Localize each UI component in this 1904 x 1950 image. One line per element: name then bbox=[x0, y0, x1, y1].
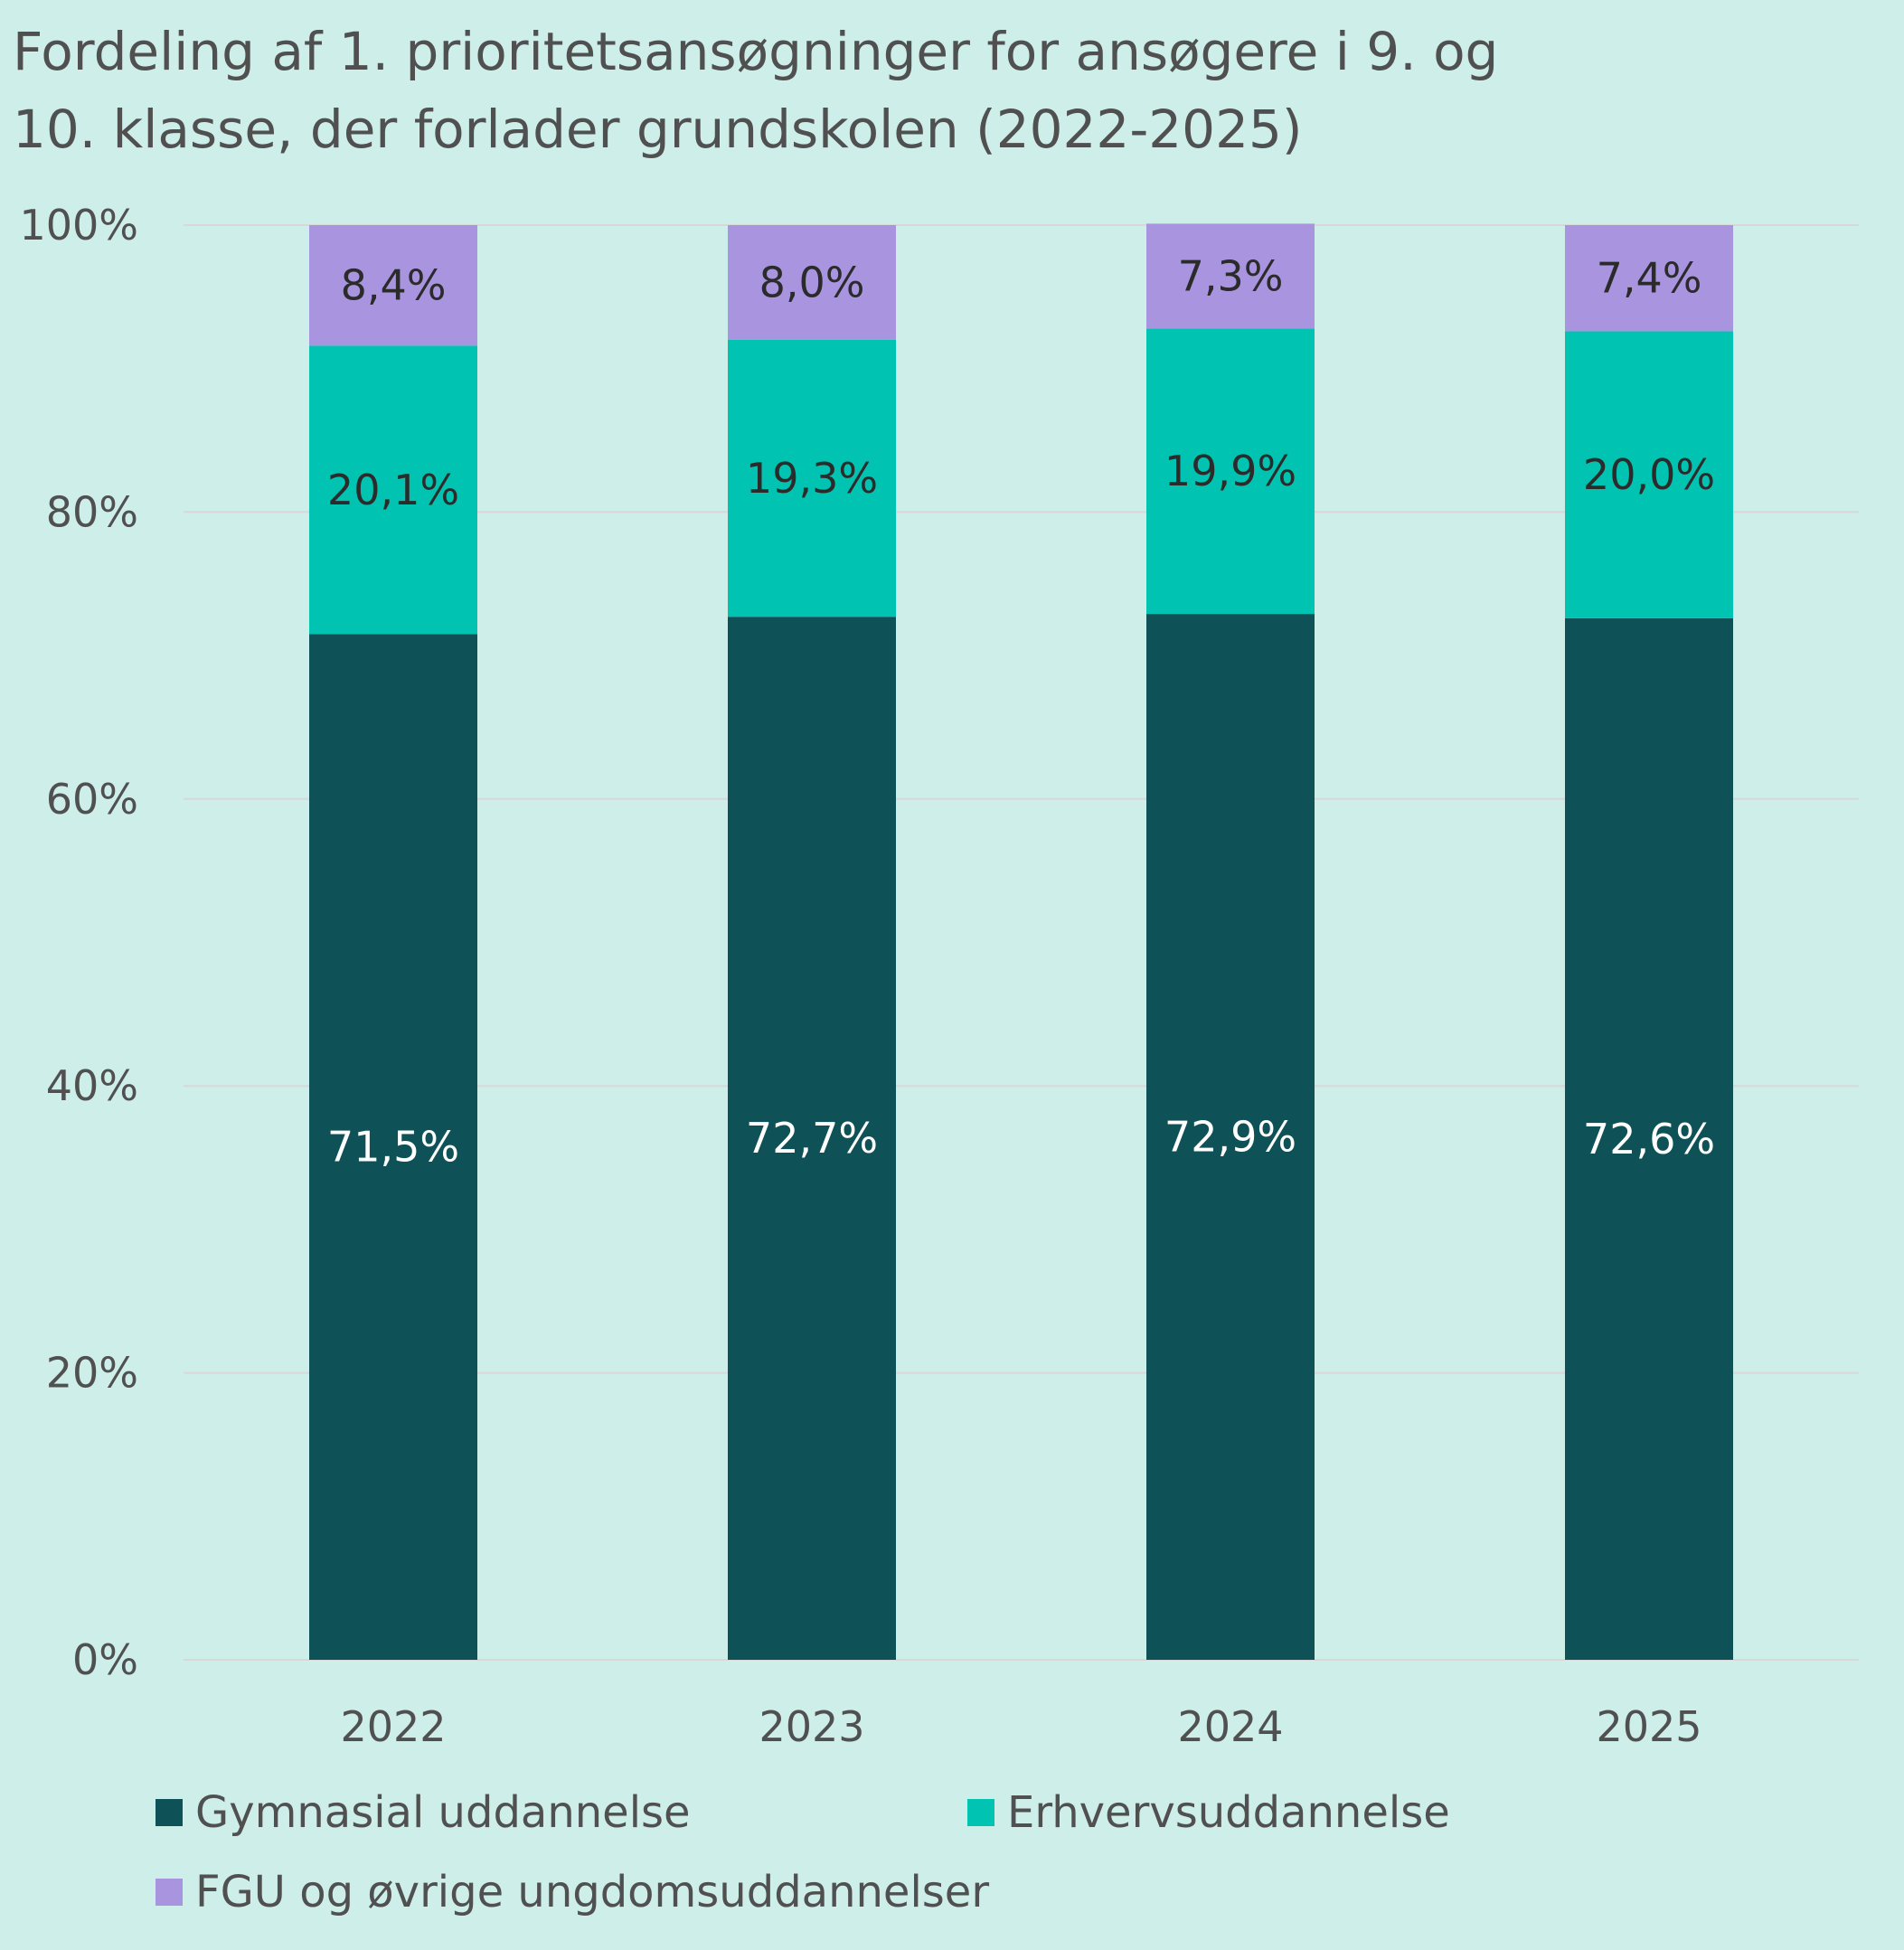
legend-item-erhverv: Erhvervsuddannelse bbox=[967, 1787, 1450, 1838]
legend-swatch-gymnasial bbox=[156, 1799, 183, 1826]
data-label-2022-fgu: 8,4% bbox=[341, 261, 447, 310]
x-tick-label-2024: 2024 bbox=[1177, 1702, 1283, 1751]
y-tick-label-80pct: 80% bbox=[46, 487, 138, 536]
data-label-2023-fgu: 8,0% bbox=[759, 258, 865, 306]
bar-2025-gymnasial bbox=[1565, 617, 1733, 1660]
legend-item-gymnasial: Gymnasial uddannelse bbox=[156, 1787, 691, 1838]
legend-label-erhverv: Erhvervsuddannelse bbox=[1007, 1787, 1450, 1838]
data-label-2025-erhvervsuddannelse: 20,0% bbox=[1583, 450, 1715, 499]
data-label-2023-erhvervsuddannelse: 19,3% bbox=[746, 454, 878, 503]
chart-title-line-1: Fordeling af 1. prioritetsansøgninger fo… bbox=[13, 21, 1499, 82]
legend-swatch-erhverv bbox=[967, 1799, 994, 1826]
chart-title: Fordeling af 1. prioritetsansøgninger fo… bbox=[13, 13, 1730, 168]
legend-swatch-fgu bbox=[156, 1879, 183, 1906]
data-label-2024-erhvervsuddannelse: 19,9% bbox=[1164, 447, 1296, 495]
bar-2024-erhvervsuddannelse bbox=[1146, 328, 1315, 615]
data-label-2025-fgu: 7,4% bbox=[1597, 254, 1702, 303]
data-label-2022-erhvervsuddannelse: 20,1% bbox=[327, 466, 459, 514]
y-tick-label-20pct: 20% bbox=[46, 1349, 138, 1398]
bar-2023-fgu bbox=[728, 225, 896, 340]
bar-2023-erhvervsuddannelse bbox=[728, 339, 896, 617]
data-label-2024-fgu: 7,3% bbox=[1178, 251, 1284, 300]
y-tick-label-40pct: 40% bbox=[46, 1061, 138, 1110]
bar-2022-erhvervsuddannelse bbox=[309, 345, 477, 635]
bar-2022-fgu bbox=[309, 225, 477, 346]
bar-2024-gymnasial bbox=[1146, 614, 1315, 1660]
bars: 71,5% 20,1% 8,4% 72,7% 19,3% 8,0% 72,9% 19,9% 7,… bbox=[309, 223, 1733, 1661]
chart-title-line-2: 10. klasse, der forlader grundskolen (20… bbox=[13, 99, 1303, 160]
data-label-2025-gymnasial: 72,6% bbox=[1583, 1115, 1715, 1163]
legend-item-fgu: FGU og øvrige ungdomsuddannelser bbox=[156, 1867, 989, 1917]
legend-label-gymnasial: Gymnasial uddannelse bbox=[195, 1787, 691, 1838]
x-tick-label-2025: 2025 bbox=[1596, 1702, 1701, 1751]
bar-2023-gymnasial bbox=[728, 617, 896, 1660]
data-label-2022-gymnasial: 71,5% bbox=[327, 1123, 459, 1172]
y-tick-label-60pct: 60% bbox=[46, 775, 138, 824]
bar-2024-fgu bbox=[1146, 223, 1315, 329]
y-axis-ticks: 0% 20% 40% 60% 80% 100% bbox=[19, 201, 138, 1684]
y-tick-label-0pct: 0% bbox=[72, 1635, 138, 1684]
x-tick-label-2022: 2022 bbox=[340, 1702, 446, 1751]
bar-2025-fgu bbox=[1565, 225, 1733, 332]
bar-2025-erhvervsuddannelse bbox=[1565, 331, 1733, 618]
legend-label-fgu: FGU og øvrige ungdomsuddannelser bbox=[195, 1867, 990, 1917]
x-tick-label-2023: 2023 bbox=[759, 1702, 864, 1751]
x-axis-ticks: 2022 2023 2024 2025 bbox=[340, 1702, 1701, 1751]
data-label-2023-gymnasial: 72,7% bbox=[746, 1114, 878, 1163]
bar-2022-gymnasial bbox=[309, 634, 477, 1661]
y-tick-label-100pct: 100% bbox=[19, 201, 138, 250]
data-label-2024-gymnasial: 72,9% bbox=[1164, 1113, 1296, 1162]
